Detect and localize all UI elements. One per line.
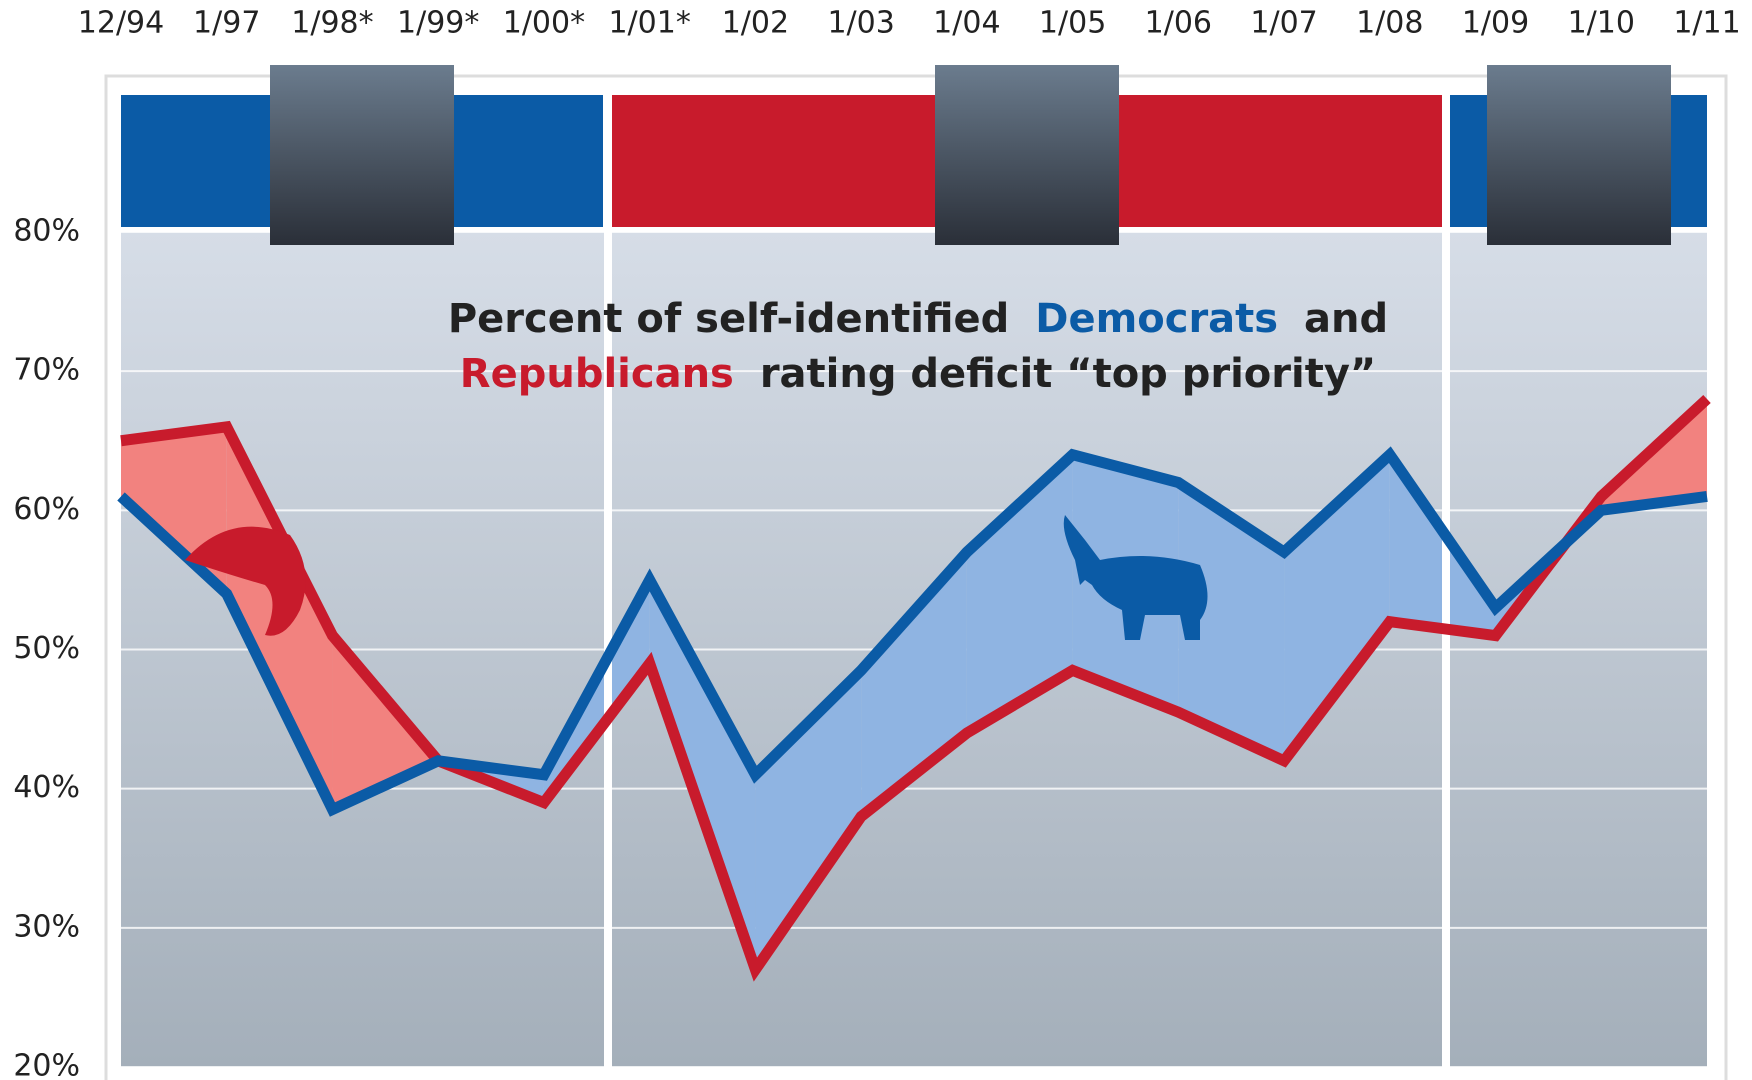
y-tick-label: 20% — [13, 1049, 80, 1080]
series-line — [120, 394, 1711, 982]
x-tick-label: 1/00* — [503, 6, 585, 41]
x-tick-label: 12/94 — [78, 6, 164, 41]
gap-fill — [966, 454, 1073, 733]
y-tick-label: 60% — [13, 492, 80, 527]
title-series-name: Democrats — [1035, 296, 1278, 342]
x-tick-label: 1/97 — [193, 6, 260, 41]
title-part: and — [1304, 296, 1388, 342]
x-tick-label: 1/05 — [1039, 6, 1106, 41]
x-tick-label: 1/11 — [1673, 6, 1740, 41]
gap-fill — [1178, 482, 1285, 761]
gap-fill — [649, 579, 756, 970]
chart-title: Republicans rating deficit “top priority… — [460, 351, 1376, 397]
x-tick-label: 1/01* — [608, 6, 690, 41]
x-tick-label: 1/04 — [933, 6, 1000, 41]
x-tick-label: 1/02 — [722, 6, 789, 41]
president-photo — [1487, 65, 1671, 245]
y-tick-label: 30% — [13, 909, 80, 944]
y-tick-label: 50% — [13, 631, 80, 666]
series-line — [117, 446, 1708, 817]
x-tick-label: 1/03 — [827, 6, 894, 41]
x-tick-label: 1/09 — [1462, 6, 1529, 41]
title-part: rating deficit “top priority” — [760, 351, 1376, 397]
x-tick-label: 1/99* — [397, 6, 479, 41]
x-tick-label: 1/07 — [1250, 6, 1317, 41]
tick-labels: 20% 30% 40% 50% 60% 70% 80% 12/94 1/97 1/98* 1/99*… — [13, 6, 1740, 1080]
title-series-name: Republicans — [460, 351, 734, 397]
title-part: Percent of self-identified — [448, 296, 1009, 342]
president-photo — [935, 65, 1119, 245]
democrat-icon — [1063, 515, 1208, 640]
president-photo — [270, 65, 454, 245]
y-tick-label: 70% — [13, 353, 80, 388]
x-tick-label: 1/10 — [1568, 6, 1635, 41]
x-tick-label: 1/08 — [1356, 6, 1423, 41]
y-tick-label: 40% — [13, 770, 80, 805]
gap-fill — [755, 670, 862, 970]
chart-title: Percent of self-identified Democrats and — [448, 296, 1388, 342]
republican-icon — [185, 526, 306, 636]
y-tick-label: 80% — [13, 214, 80, 249]
x-tick-label: 1/98* — [291, 6, 373, 41]
x-tick-label: 1/06 — [1145, 6, 1212, 41]
gap-fill — [332, 635, 439, 810]
lines — [117, 394, 1711, 982]
